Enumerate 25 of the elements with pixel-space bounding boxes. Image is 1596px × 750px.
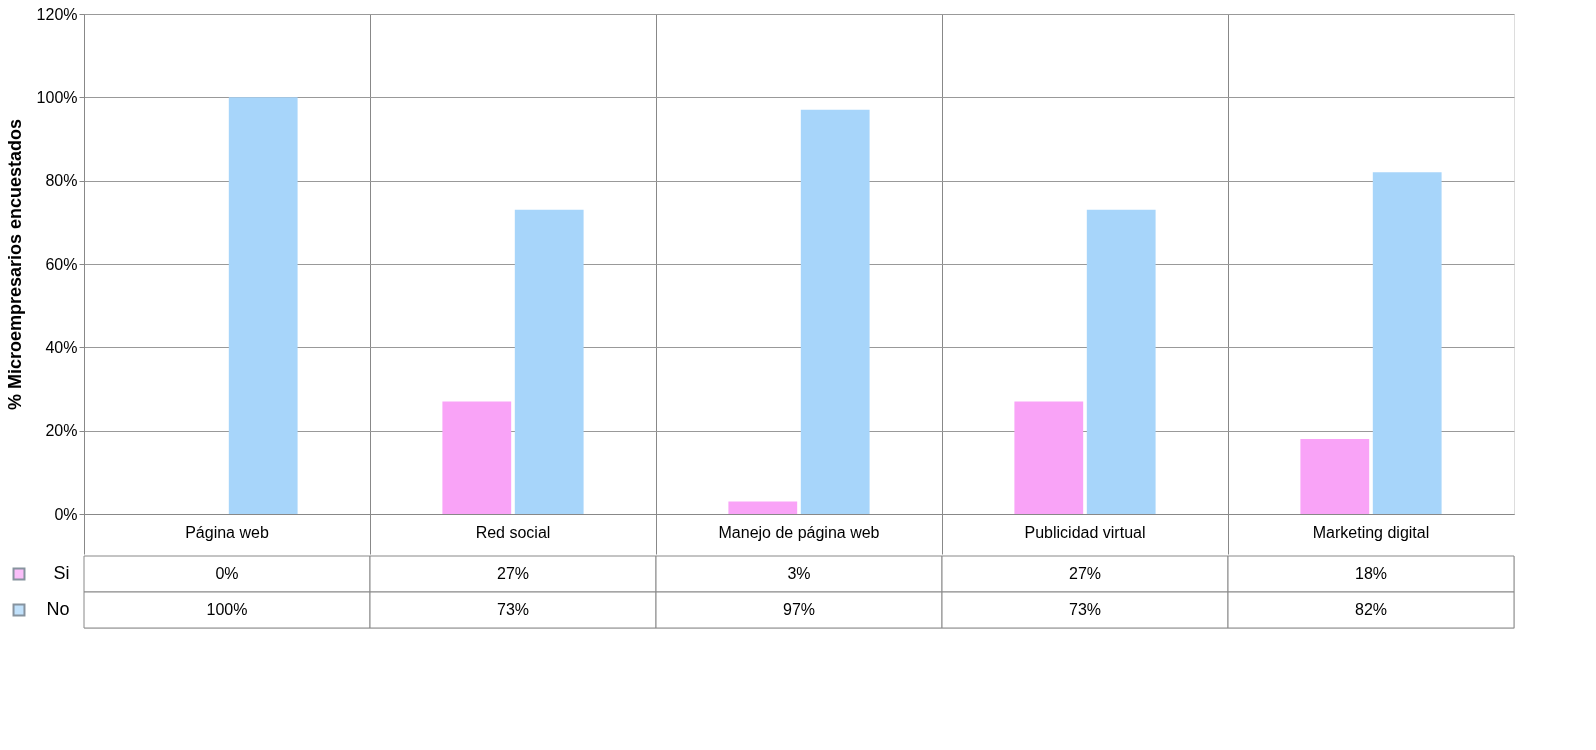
y-axis-title: % Microempresarios encuestados [4,118,25,411]
y-tick-label: 60% [45,255,78,273]
data-label: 3% [787,565,811,582]
data-label: 73% [1068,601,1102,618]
legend-label: No [46,599,70,619]
x-tick-label: Página web [185,523,269,541]
data-label: 82% [1354,601,1388,618]
data-label: 0% [215,565,239,582]
x-tick-label: Publicidad virtual [1024,523,1146,541]
legend-label: Si [53,563,70,583]
data-label: 100% [206,601,248,618]
x-tick-label: Red social [475,523,551,541]
data-label: 18% [1354,565,1388,582]
y-tick-label: 0% [54,505,78,523]
data-label: 27% [496,565,530,582]
y-tick-label: 80% [45,172,78,190]
data-label: 97% [782,601,816,618]
data-label: 27% [1068,565,1102,582]
y-tick-label: 100% [36,88,78,106]
x-tick-label: Manejo de página web [718,523,880,541]
data-label: 73% [496,601,530,618]
y-tick-label: 120% [36,5,78,23]
y-tick-label: 40% [45,338,78,356]
x-tick-label: Marketing digital [1312,523,1430,541]
y-tick-label: 20% [45,422,78,440]
